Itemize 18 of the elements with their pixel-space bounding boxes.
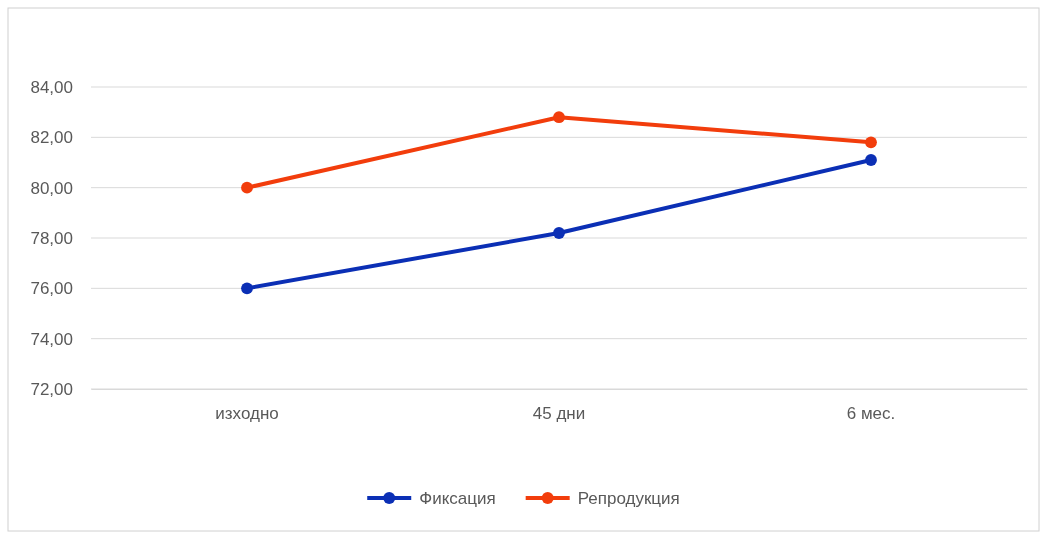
y-tick-label: 78,00	[30, 228, 73, 248]
x-tick-label: 45 дни	[532, 404, 586, 424]
point	[241, 181, 253, 194]
point	[865, 136, 877, 149]
y-tick-label: 74,00	[30, 329, 73, 349]
point	[241, 282, 253, 295]
point	[865, 154, 877, 166]
legend-label: Фиксация	[419, 489, 496, 508]
point	[553, 227, 565, 239]
x-tick-label: изходно	[215, 404, 279, 424]
x-tick-label: 6 мес.	[846, 404, 896, 424]
y-tick-label: 80,00	[30, 178, 73, 198]
point	[553, 111, 565, 124]
y-tick-label: 76,00	[30, 279, 73, 299]
legend-label: Репродукция	[577, 489, 680, 508]
y-tick-label: 84,00	[30, 77, 73, 97]
y-tick-label: 82,00	[30, 128, 73, 148]
y-tick-label: 72,00	[30, 379, 73, 399]
